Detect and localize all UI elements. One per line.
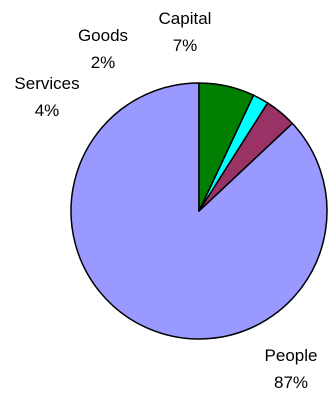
slice-label-people: People — [265, 346, 318, 365]
slice-label-capital: Capital — [159, 9, 212, 28]
pie-slice-capital — [198, 82, 255, 212]
slice-value-services: 4% — [35, 101, 60, 120]
slice-value-capital: 7% — [173, 36, 198, 55]
pie-labels: People 87% Services 4% Goods 2% Capital 7% — [14, 9, 317, 392]
slice-value-goods: 2% — [91, 53, 116, 72]
slice-label-goods: Goods — [78, 26, 128, 45]
slice-label-services: Services — [14, 74, 79, 93]
pie-slices — [70, 82, 328, 340]
slice-value-people: 87% — [274, 373, 308, 392]
